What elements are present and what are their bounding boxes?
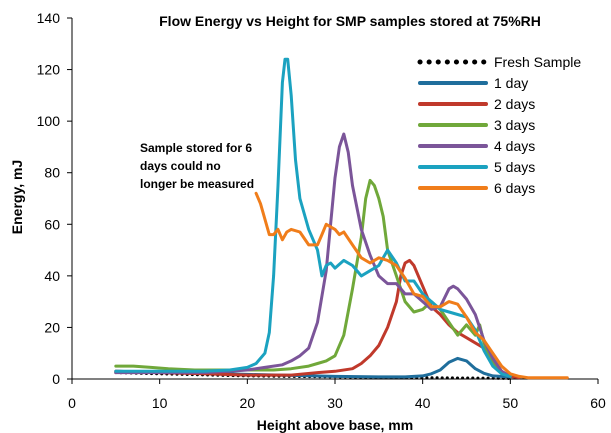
y-tick-label: 40	[44, 268, 60, 284]
annotation-line: days could no	[140, 159, 221, 173]
y-tick-label: 0	[52, 371, 60, 387]
y-tick-label: 120	[37, 62, 61, 78]
legend-label: 5 days	[494, 159, 535, 175]
legend-label: Fresh Sample	[494, 54, 581, 70]
legend-label: 2 days	[494, 96, 535, 112]
x-tick-label: 20	[240, 395, 256, 411]
chart-title: Flow Energy vs Height for SMP samples st…	[159, 13, 541, 29]
x-tick-label: 50	[503, 395, 519, 411]
x-axis-label: Height above base, mm	[257, 417, 413, 433]
annotation-line: Sample stored for 6	[140, 141, 252, 155]
x-tick-label: 30	[327, 395, 343, 411]
legend-label: 3 days	[494, 117, 535, 133]
y-tick-label: 20	[44, 319, 60, 335]
legend: Fresh Sample 1 day 2 days 3 days 4 days 5 day…	[417, 54, 581, 196]
y-tick-label: 140	[37, 10, 61, 26]
annotation-line: longer be measured	[140, 177, 254, 191]
x-tick-labels: 0 10 20 30 40 50 60	[68, 395, 606, 411]
x-tick-label: 10	[152, 395, 168, 411]
y-tick-label: 80	[44, 165, 60, 181]
legend-label: 4 days	[494, 138, 535, 154]
series-layer	[114, 57, 569, 380]
annotation-note: Sample stored for 6 days could no longer…	[140, 141, 255, 191]
series-line-4-days	[114, 132, 512, 378]
series-line-2-days	[114, 258, 521, 380]
y-tick-labels: 0 20 40 60 80 100 120 140	[37, 10, 61, 387]
x-tick-label: 40	[415, 395, 431, 411]
y-tick-label: 60	[44, 216, 60, 232]
legend-label: 6 days	[494, 180, 535, 196]
series-line-5-days	[114, 57, 512, 378]
x-tick-label: 60	[590, 395, 606, 411]
y-axis-label: Energy, mJ	[9, 160, 25, 234]
legend-label: 1 day	[494, 75, 528, 91]
series-line-3-days	[114, 178, 512, 378]
x-tick-label: 0	[68, 395, 76, 411]
y-tick-label: 100	[37, 113, 61, 129]
series-line-6-days	[254, 191, 569, 380]
axes	[67, 17, 599, 384]
